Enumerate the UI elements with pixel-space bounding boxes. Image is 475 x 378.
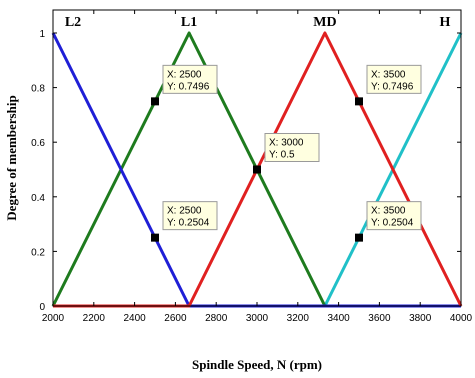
data-tip-x-value: X: 3500 (371, 69, 406, 80)
x-tick-label: 2000 (42, 313, 65, 324)
y-tick-label: 0 (39, 302, 45, 313)
data-tip-box (366, 64, 422, 94)
y-tick-label: 1 (39, 29, 45, 40)
data-tip-y-value: Y: 0.2504 (371, 218, 414, 229)
y-tick-label: 0.4 (31, 193, 45, 204)
data-cursor-marker (355, 233, 363, 242)
data-tip-x-value: X: 3500 (371, 206, 406, 217)
x-tick-label: 3400 (327, 313, 350, 324)
plot-area (53, 10, 461, 306)
x-axis-title: Spindle Speed, N (rpm) (192, 357, 322, 372)
y-tick-label: 0.2 (31, 247, 45, 258)
x-tick-label: 2600 (164, 313, 187, 324)
data-tip-x-value: X: 2500 (167, 69, 202, 80)
data-tip-y-value: Y: 0.7496 (167, 81, 210, 92)
y-tick-label: 0.6 (31, 138, 45, 149)
data-tip-y-value: Y: 0.5 (269, 150, 295, 161)
data-cursor-marker (355, 97, 363, 106)
data-tip-box (162, 201, 218, 231)
x-tick-label: 2800 (205, 313, 228, 324)
set-label-h: H (440, 15, 451, 30)
data-tip-x-value: X: 3000 (269, 138, 304, 149)
data-tip-y-value: Y: 0.2504 (167, 218, 210, 229)
data-tip-box (264, 133, 320, 162)
x-tick-label: 4000 (450, 313, 473, 324)
y-axis-title: Degree of membership (4, 95, 19, 220)
x-tick-label: 3000 (246, 313, 269, 324)
set-label-layer: L2 L1 MD H (65, 15, 451, 30)
set-label-l1: L1 (181, 15, 197, 30)
set-label-md: MD (313, 15, 336, 30)
x-tick-label: 3600 (368, 313, 391, 324)
data-tip-box (162, 64, 218, 94)
data-cursor-marker (151, 233, 159, 242)
x-tick-label: 2200 (83, 313, 106, 324)
data-tip-box (366, 201, 422, 231)
data-tip-y-value: Y: 0.7496 (371, 81, 414, 92)
x-tick-label: 3800 (409, 313, 432, 324)
set-label-l2: L2 (65, 15, 81, 30)
x-tick-label: 3200 (287, 313, 310, 324)
data-tip-x-value: X: 2500 (167, 206, 202, 217)
data-cursor-marker (151, 97, 159, 106)
data-cursor-marker (253, 165, 261, 174)
x-tick-label: 2400 (123, 313, 146, 324)
y-tick-label: 0.8 (31, 84, 45, 95)
marker-layer (151, 97, 363, 242)
tick-layer: 2000 2200 2400 2600 2800 3000 3200 3400 3600 3800… (31, 10, 473, 324)
